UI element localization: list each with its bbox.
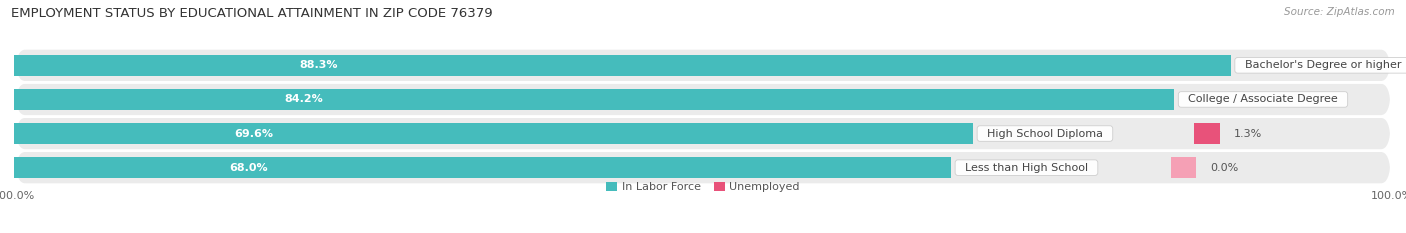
Text: College / Associate Degree: College / Associate Degree — [1181, 94, 1346, 104]
Text: 1.3%: 1.3% — [1234, 129, 1263, 139]
Bar — [1171, 157, 1197, 178]
FancyBboxPatch shape — [14, 48, 1392, 82]
Bar — [14, 157, 950, 178]
Text: High School Diploma: High School Diploma — [980, 129, 1109, 139]
FancyBboxPatch shape — [14, 151, 1392, 185]
Text: EMPLOYMENT STATUS BY EDUCATIONAL ATTAINMENT IN ZIP CODE 76379: EMPLOYMENT STATUS BY EDUCATIONAL ATTAINM… — [11, 7, 494, 20]
Bar — [14, 89, 1174, 110]
Text: Bachelor's Degree or higher: Bachelor's Degree or higher — [1237, 60, 1406, 70]
Text: 0.0%: 0.0% — [1211, 163, 1239, 173]
Text: Less than High School: Less than High School — [957, 163, 1095, 173]
Text: 68.0%: 68.0% — [229, 163, 267, 173]
Bar — [1395, 89, 1406, 110]
Text: 88.3%: 88.3% — [299, 60, 337, 70]
Text: 69.6%: 69.6% — [235, 129, 273, 139]
Legend: In Labor Force, Unemployed: In Labor Force, Unemployed — [606, 182, 800, 192]
Bar — [14, 55, 1230, 76]
Text: 84.2%: 84.2% — [285, 94, 323, 104]
Text: Source: ZipAtlas.com: Source: ZipAtlas.com — [1284, 7, 1395, 17]
FancyBboxPatch shape — [14, 116, 1392, 151]
FancyBboxPatch shape — [14, 82, 1392, 116]
Bar — [1194, 123, 1220, 144]
Bar — [14, 123, 973, 144]
